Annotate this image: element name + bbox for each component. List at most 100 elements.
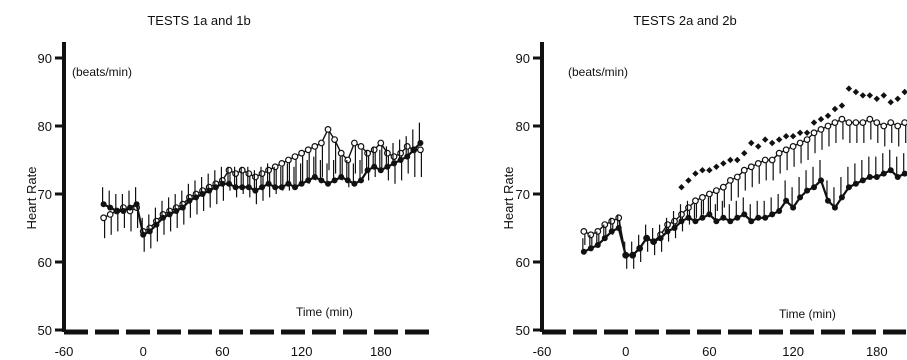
data-point-open	[754, 159, 762, 167]
data-point-open	[594, 227, 602, 235]
data-point-diamond	[873, 95, 880, 102]
data-point-filled	[417, 140, 424, 146]
data-point-open	[838, 115, 846, 123]
data-point-filled	[811, 184, 818, 191]
y-tick-label: 90	[38, 51, 52, 66]
data-point-filled	[818, 177, 824, 184]
data-point-open	[761, 156, 769, 164]
series-2	[100, 122, 424, 238]
data-point-open	[901, 119, 907, 126]
y-tick-label: 50	[516, 323, 530, 338]
data-point-filled	[629, 252, 636, 259]
series-3	[678, 85, 907, 191]
x-tick-label: 180	[370, 344, 392, 359]
data-point-filled	[699, 214, 706, 221]
data-point-filled	[318, 177, 325, 184]
data-point-diamond	[734, 156, 741, 164]
x-tick-label: 60	[215, 344, 229, 359]
data-point-filled	[364, 167, 371, 174]
data-point-filled	[325, 180, 331, 187]
data-point-open	[608, 217, 616, 225]
series-group-1	[100, 122, 424, 252]
data-point-open	[384, 149, 391, 157]
series-2	[580, 149, 907, 259]
data-point-filled	[580, 248, 587, 255]
data-point-filled	[120, 208, 127, 214]
data-point-open	[417, 146, 424, 154]
data-point-filled	[894, 174, 901, 180]
data-point-diamond	[810, 119, 818, 126]
data-point-filled	[107, 204, 114, 211]
data-point-filled	[292, 184, 298, 191]
data-point-filled	[664, 228, 671, 235]
y-tick-label: 60	[38, 255, 52, 270]
axes-1: 50 60 70 80 90 -60 0 60 120 180	[38, 42, 432, 359]
data-point-open	[866, 115, 874, 123]
data-point-filled	[305, 177, 312, 184]
data-point-filled	[887, 167, 894, 174]
x-tick-label: -60	[55, 344, 74, 359]
data-point-diamond	[692, 170, 699, 177]
data-point-filled	[344, 177, 351, 184]
data-point-diamond	[796, 129, 804, 136]
data-point-open	[768, 156, 776, 164]
data-point-filled	[741, 211, 748, 218]
data-point-filled	[831, 204, 838, 211]
data-point-diamond	[817, 116, 825, 123]
data-point-filled	[410, 146, 417, 153]
data-point-filled	[706, 211, 713, 218]
data-point-open	[258, 170, 266, 178]
data-point-diamond	[831, 105, 839, 113]
x-tick-label: 60	[702, 344, 716, 359]
data-point-open	[664, 221, 671, 229]
data-point-filled	[727, 218, 734, 225]
data-point-open	[845, 119, 853, 126]
data-point-diamond	[782, 133, 790, 140]
data-point-open	[692, 197, 699, 205]
data-point-filled	[671, 225, 678, 231]
data-point-open	[740, 166, 748, 174]
data-point-diamond	[859, 92, 867, 99]
x-tick-label: 180	[866, 344, 888, 359]
chart-title-2: TESTS 2a and 2b	[633, 13, 736, 28]
data-point-filled	[133, 201, 140, 208]
data-point-filled	[692, 218, 699, 225]
data-point-open	[377, 139, 385, 147]
data-point-filled	[762, 214, 769, 221]
data-point-filled	[219, 180, 226, 187]
data-point-open	[880, 122, 888, 130]
data-point-filled	[377, 167, 384, 174]
data-point-open	[810, 129, 818, 137]
data-point-filled	[748, 218, 755, 225]
data-point-filled	[311, 174, 318, 180]
data-point-diamond	[775, 136, 783, 143]
data-point-open	[397, 149, 405, 157]
data-point-filled	[734, 214, 741, 221]
data-point-open	[580, 227, 588, 235]
data-point-filled	[397, 157, 404, 163]
data-point-filled	[608, 228, 615, 235]
data-point-filled	[685, 214, 692, 221]
data-point-open	[370, 146, 378, 154]
data-point-filled	[113, 208, 120, 214]
data-point-filled	[622, 252, 629, 259]
data-point-open	[390, 153, 398, 161]
x-axis-label-2: Time (min)	[779, 307, 836, 321]
data-point-open	[238, 166, 246, 174]
data-point-filled	[160, 214, 166, 221]
data-point-open	[245, 170, 253, 178]
data-point-filled	[331, 177, 338, 184]
data-point-open	[285, 156, 292, 164]
data-point-open	[100, 214, 107, 222]
data-point-filled	[636, 245, 643, 252]
data-point-filled	[824, 197, 831, 204]
y-tick-label: 80	[516, 119, 530, 134]
data-point-filled	[232, 184, 239, 191]
series-1	[580, 115, 907, 269]
data-point-filled	[650, 238, 657, 245]
data-point-filled	[755, 214, 762, 221]
data-point-filled	[678, 218, 685, 225]
data-point-open	[678, 210, 685, 218]
series-line	[103, 127, 421, 233]
